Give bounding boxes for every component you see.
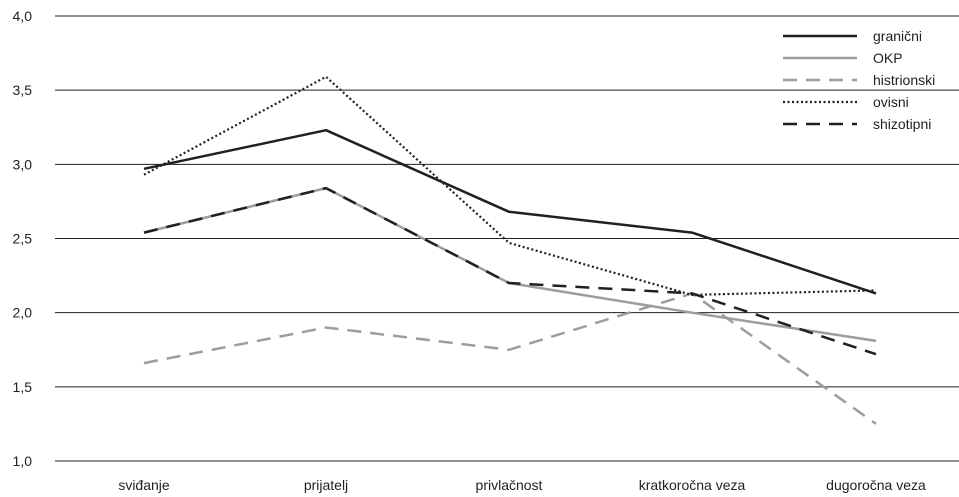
y-tick-label: 2,5 (13, 231, 33, 247)
series-lines (143, 75, 877, 425)
gridlines (55, 15, 959, 462)
y-tick-label: 4,0 (13, 8, 33, 24)
legend-label: histrionski (873, 72, 935, 88)
series-line-3 (143, 75, 877, 296)
x-tick-label: sviđanje (118, 477, 170, 493)
legend-label: OKP (873, 50, 903, 66)
y-tick-label: 1,0 (13, 453, 33, 469)
x-tick-label: kratkoročna veza (639, 477, 746, 493)
y-tick-label: 1,5 (13, 379, 33, 395)
y-tick-label: 3,5 (13, 82, 33, 98)
series-line-4 (143, 186, 877, 356)
legend-label: shizotipni (873, 116, 931, 132)
y-axis: 1,0 1,5 2,0 2,5 3,0 3,5 4,0 (13, 8, 33, 469)
series-line-2 (143, 292, 877, 425)
y-tick-label: 2,0 (13, 305, 33, 321)
x-tick-label: privlačnost (476, 477, 543, 493)
y-tick-label: 3,0 (13, 156, 33, 172)
x-tick-label: dugoročna veza (826, 477, 926, 493)
legend: granični OKP histrionski ovisni shizotipni (783, 28, 935, 132)
series-line-0 (143, 128, 877, 295)
legend-label: ovisni (873, 94, 909, 110)
x-tick-label: prijatelj (304, 477, 348, 493)
legend-label: granični (873, 28, 922, 44)
x-axis: sviđanje prijatelj privlačnost kratkoročna … (118, 477, 926, 493)
